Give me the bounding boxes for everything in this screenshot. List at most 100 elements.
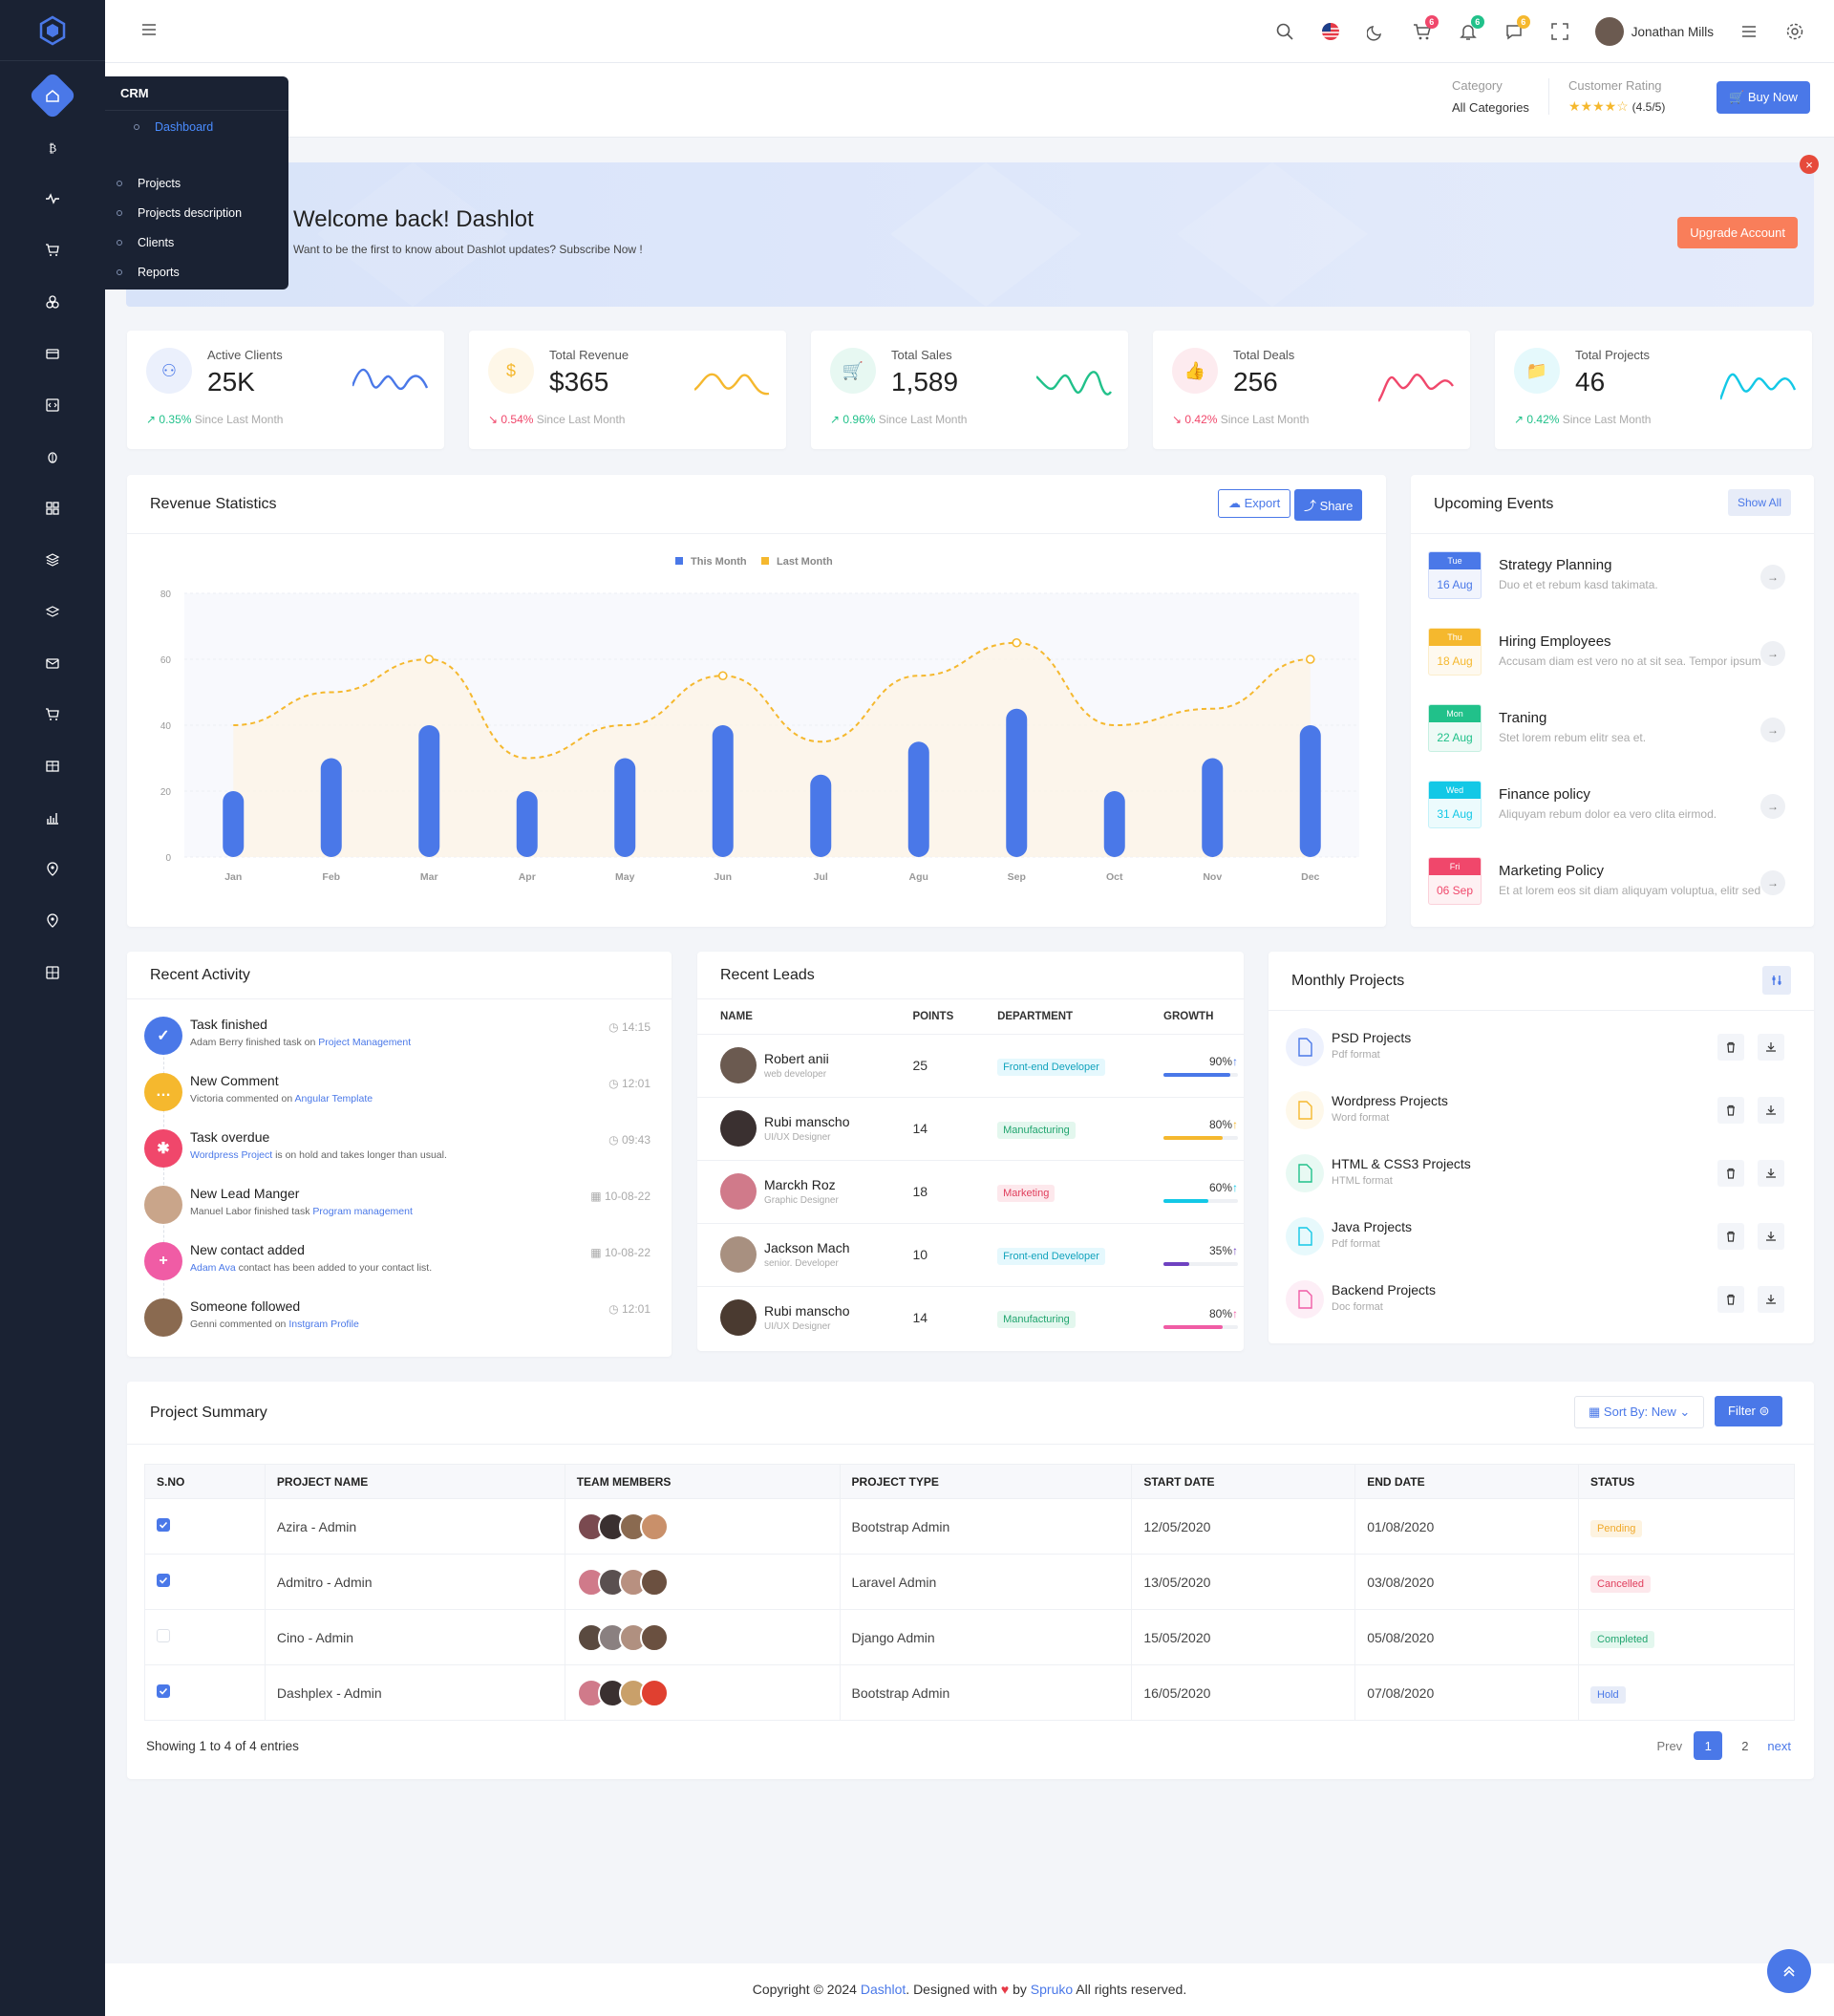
menu-icon[interactable]	[1738, 21, 1759, 42]
event-title: Hiring Employees	[1499, 633, 1611, 650]
checkbox-checked[interactable]	[157, 1518, 170, 1532]
sort-dropdown[interactable]: ▦ Sort By: New ⌄	[1574, 1396, 1705, 1428]
event-item[interactable]: Wed 31 Aug Finance policy Aliquyam rebum do…	[1428, 781, 1785, 838]
activity-link[interactable]: Project Management	[318, 1037, 412, 1048]
checkbox-checked[interactable]	[157, 1684, 170, 1698]
start-date: 15/05/2020	[1131, 1609, 1356, 1665]
stack-icon[interactable]	[35, 594, 70, 629]
footer: Copyright © 2024 Dashlot. Designed with …	[105, 1963, 1834, 2016]
grid-icon[interactable]	[35, 491, 70, 525]
download-icon[interactable]	[1758, 1097, 1784, 1124]
arrow-right-icon[interactable]: →	[1760, 794, 1785, 819]
arrow-right-icon[interactable]: →	[1760, 641, 1785, 666]
table-row: Jackson Mach senior. Developer 10 Front-end…	[697, 1222, 1244, 1286]
trash-icon[interactable]	[1717, 1223, 1744, 1250]
message-icon[interactable]: 6	[1503, 15, 1530, 42]
download-icon[interactable]	[1758, 1223, 1784, 1250]
flyout-item-projects[interactable]: Projects	[105, 167, 288, 197]
map-pin-icon[interactable]	[35, 852, 70, 887]
activity-link[interactable]: Instgram Profile	[288, 1319, 359, 1330]
trash-icon[interactable]	[1717, 1097, 1744, 1124]
company-link[interactable]: Spruko	[1030, 1982, 1074, 1997]
sliders-icon[interactable]	[1762, 966, 1791, 995]
menu-toggle-icon[interactable]	[141, 23, 157, 39]
activity-link[interactable]: Program management	[312, 1206, 413, 1217]
lead-points: 25	[889, 1033, 975, 1097]
cart-icon[interactable]: 6	[1412, 15, 1439, 42]
page-1[interactable]: 1	[1694, 1731, 1723, 1760]
user-profile[interactable]: Jonathan Mills	[1594, 17, 1714, 46]
download-icon[interactable]	[1758, 1286, 1784, 1313]
trash-icon[interactable]	[1717, 1034, 1744, 1061]
flyout-item-dashboard[interactable]: Dashboard	[122, 111, 629, 167]
prev-page[interactable]: Prev	[1656, 1738, 1683, 1753]
theme-toggle-icon[interactable]	[1366, 21, 1387, 42]
trash-icon[interactable]	[1717, 1160, 1744, 1187]
arrow-right-icon[interactable]: →	[1760, 718, 1785, 742]
page-2[interactable]: 2	[1741, 1738, 1749, 1753]
search-icon[interactable]	[1274, 21, 1295, 42]
file-psd-icon	[1286, 1028, 1324, 1066]
cart-icon[interactable]	[35, 233, 70, 268]
buy-now-label: Buy Now	[1747, 90, 1798, 104]
apps-icon[interactable]	[35, 285, 70, 319]
activity-link[interactable]: Angular Template	[294, 1093, 373, 1105]
lead-name: Rubi manscho	[764, 1303, 850, 1319]
checkbox-checked[interactable]	[157, 1574, 170, 1587]
start-date: 16/05/2020	[1131, 1664, 1356, 1721]
show-all-button[interactable]: Show All	[1727, 489, 1791, 516]
home-icon[interactable]	[28, 71, 77, 120]
close-banner-button[interactable]: ×	[1800, 155, 1819, 174]
upgrade-account-button[interactable]: Upgrade Account	[1677, 217, 1798, 248]
team-members-cell	[564, 1664, 841, 1721]
buy-now-button[interactable]: 🛒 Buy Now	[1717, 81, 1810, 114]
table-icon[interactable]	[35, 749, 70, 783]
arrow-right-icon[interactable]: →	[1760, 870, 1785, 895]
brand-link[interactable]: Dashlot	[860, 1982, 906, 1997]
dept-badge: Manufacturing	[997, 1122, 1076, 1139]
event-item[interactable]: Tue 16 Aug Strategy Planning Duo et et rebu…	[1428, 551, 1785, 609]
filter-button[interactable]: Filter ⊜	[1715, 1396, 1783, 1426]
pulse-icon[interactable]	[35, 182, 70, 216]
download-icon[interactable]	[1758, 1034, 1784, 1061]
project-title: HTML & CSS3 Projects	[1332, 1156, 1471, 1171]
next-page[interactable]: next	[1767, 1738, 1791, 1753]
activity-time-value: 09:43	[621, 1133, 650, 1147]
flyout-item-reports[interactable]: Reports	[105, 256, 288, 286]
bell-icon[interactable]: 6	[1458, 15, 1484, 42]
flyout-item-projects-description[interactable]: Projects description	[105, 197, 288, 226]
event-item[interactable]: Thu 18 Aug Hiring Employees Accusam diam es…	[1428, 628, 1785, 685]
code-icon[interactable]	[35, 388, 70, 422]
mail-icon[interactable]	[35, 646, 70, 680]
location-icon[interactable]	[35, 904, 70, 938]
event-item[interactable]: Fri 06 Sep Marketing Policy Et at lorem eos…	[1428, 857, 1785, 914]
share-button[interactable]: ⤴ Share	[1294, 489, 1363, 521]
download-icon[interactable]	[1758, 1160, 1784, 1187]
app-logo[interactable]	[0, 0, 105, 61]
export-button[interactable]: ☁ Export	[1218, 489, 1291, 518]
event-item[interactable]: Mon 22 Aug Traning Stet lorem rebum elitr s…	[1428, 704, 1785, 761]
rating-value: (4.5/5)	[1631, 100, 1666, 114]
checkbox-unchecked[interactable]	[157, 1629, 170, 1642]
back-to-top-button[interactable]	[1767, 1949, 1811, 1993]
activity-link[interactable]: Adam Ava	[190, 1262, 236, 1274]
layers-icon[interactable]	[35, 543, 70, 577]
arrow-right-icon[interactable]: →	[1760, 565, 1785, 590]
trash-icon[interactable]	[1717, 1286, 1744, 1313]
bitcoin-icon[interactable]: ₿	[35, 130, 70, 164]
bug-icon[interactable]	[35, 440, 70, 474]
us-flag-icon[interactable]	[1320, 21, 1341, 42]
widgets-icon[interactable]	[35, 955, 70, 990]
x-tick-label: Agu	[909, 871, 928, 883]
flyout-item-clients[interactable]: Clients	[105, 226, 288, 256]
settings-gear-icon[interactable]	[1784, 21, 1805, 42]
bar-chart-icon[interactable]	[35, 801, 70, 835]
dept-badge: Front-end Developer	[997, 1059, 1105, 1076]
wallet-icon[interactable]	[35, 336, 70, 371]
activity-link[interactable]: Wordpress Project	[190, 1149, 273, 1161]
fullscreen-icon[interactable]	[1549, 21, 1570, 42]
category-filter[interactable]: Category All Categories	[1452, 78, 1549, 115]
x-tick-label: Apr	[519, 871, 536, 883]
shop-icon[interactable]	[35, 697, 70, 732]
lead-growth-cell: 35%↑	[1141, 1222, 1244, 1286]
